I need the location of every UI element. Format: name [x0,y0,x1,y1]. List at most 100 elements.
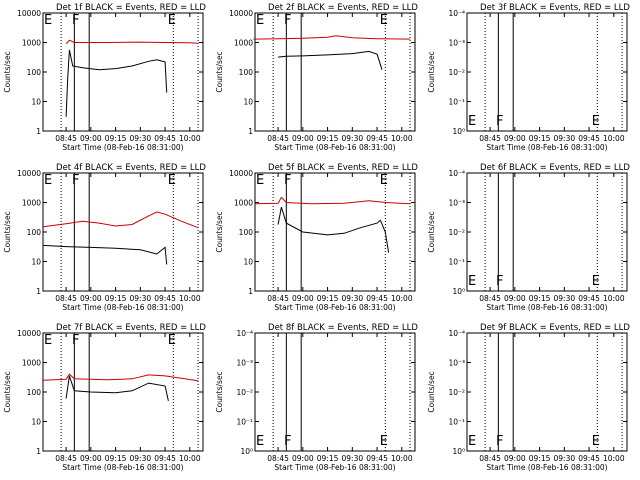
x-tick-label: 09:45 [154,294,176,303]
event-marker-e: E [468,274,476,289]
x-tick-label: 09:45 [578,134,600,143]
x-tick-label: 08:45 [267,294,289,303]
x-tick-label: 10:00 [603,454,625,463]
y-tick-label: 10000 [229,169,253,178]
y-tick-label: 1 [248,287,253,296]
x-tick-label: 09:00 [80,294,102,303]
x-axis-label: Start Time (08-Feb-16 08:31:00) [62,303,183,312]
panel-title: Det 8f BLACK = Events, RED = LLD [268,323,418,333]
x-axis-label: Start Time (08-Feb-16 08:31:00) [486,303,607,312]
x-tick-label: 09:30 [130,134,152,143]
series-lld [254,196,411,205]
event-marker-e: E [44,13,52,28]
x-tick-label: 09:30 [342,134,364,143]
y-tick-label: 10⁻¹ [448,418,465,427]
y-tick-label: 10000 [17,9,41,18]
y-tick-label: 10⁻² [448,68,465,77]
x-tick-label: 09:30 [130,294,152,303]
plot-frame [254,12,416,132]
y-tick-label: 10 [243,98,253,107]
x-axis-label: Start Time (08-Feb-16 08:31:00) [62,143,183,152]
event-marker-e: E [592,434,600,449]
panel-det-3: Det 3f BLACK = Events, RED = LLD 10⁰ 10⁻¹ 1… [427,3,630,152]
event-marker-e: E [168,173,176,188]
x-tick-label: 10:00 [391,454,413,463]
series-events [42,244,168,265]
y-tick-label: 10 [31,258,41,267]
plot-frame [254,172,416,292]
x-tick-label: 09:30 [130,454,152,463]
event-marker-f: F [496,434,503,449]
y-tick-label: 10⁻² [448,388,465,397]
y-tick-label: 100 [27,68,42,77]
y-tick-label: 10 [243,258,253,267]
x-axis-label: Start Time (08-Feb-16 08:31:00) [274,463,395,472]
x-axis-label: Start Time (08-Feb-16 08:31:00) [486,143,607,152]
x-tick-label: 09:00 [504,294,526,303]
x-tick-label: 09:15 [529,294,551,303]
panel-det-2: Det 2f BLACK = Events, RED = LLD 1 10 100 10… [215,3,418,152]
event-marker-f: F [72,173,79,188]
panel-det-7: Det 7f BLACK = Events, RED = LLD 1 10 100 10… [3,323,206,472]
y-axis-label: Counts/sec [215,211,224,252]
panel-title: Det 3f BLACK = Events, RED = LLD [480,3,630,13]
y-tick-label: 10⁻⁴ [236,329,253,338]
x-tick-label: 09:00 [292,454,314,463]
panel-det-5: Det 5f BLACK = Events, RED = LLD 1 10 100 10… [215,163,418,312]
x-axis-label: Start Time (08-Feb-16 08:31:00) [486,463,607,472]
event-marker-e: E [256,173,264,188]
x-tick-label: 10:00 [391,294,413,303]
x-tick-label: 09:45 [154,454,176,463]
x-tick-label: 10:00 [179,454,201,463]
y-tick-label: 1 [248,127,253,136]
x-tick-label: 09:30 [342,454,364,463]
event-marker-e: E [380,173,388,188]
event-marker-f: F [72,333,79,348]
event-marker-e: E [256,434,264,449]
x-tick-label: 09:30 [554,134,576,143]
x-axis-label: Start Time (08-Feb-16 08:31:00) [274,303,395,312]
x-tick-label: 08:45 [55,134,77,143]
plot-frame [42,12,204,132]
y-tick-label: 10⁰ [240,447,253,456]
panel-det-4: Det 4f BLACK = Events, RED = LLD 1 10 100 10… [3,163,206,312]
y-tick-label: 10 [31,418,41,427]
y-tick-label: 10⁻³ [448,359,465,368]
series-events [278,50,383,70]
x-tick-label: 09:30 [342,294,364,303]
x-tick-label: 10:00 [603,134,625,143]
event-marker-e: E [168,13,176,28]
y-tick-label: 1000 [234,199,253,208]
y-tick-label: 10⁰ [452,287,465,296]
series-events [65,375,169,402]
event-marker-e: E [256,13,264,28]
y-tick-label: 1000 [22,199,41,208]
y-tick-label: 100 [27,228,42,237]
y-axis-label: Counts/sec [215,51,224,92]
plot-frame [466,332,628,452]
series-events [277,206,390,253]
x-tick-label: 09:45 [578,454,600,463]
y-axis-label: Counts/sec [427,371,436,412]
x-tick-label: 09:00 [504,454,526,463]
event-marker-f: F [496,274,503,289]
y-axis-label: Counts/sec [427,211,436,252]
event-marker-e: E [380,434,388,449]
x-tick-label: 10:00 [603,294,625,303]
plot-frame [42,172,204,292]
y-tick-label: 10⁰ [452,447,465,456]
y-tick-label: 10000 [229,9,253,18]
event-marker-e: E [592,274,600,289]
x-tick-label: 09:15 [317,134,339,143]
plot-frame [466,172,628,292]
event-marker-f: F [284,13,291,28]
event-marker-f: F [284,434,291,449]
x-tick-label: 08:45 [267,454,289,463]
y-tick-label: 1000 [234,39,253,48]
x-tick-label: 08:45 [55,454,77,463]
panel-title: Det 6f BLACK = Events, RED = LLD [480,163,630,173]
x-tick-label: 09:45 [366,454,388,463]
x-axis-label: Start Time (08-Feb-16 08:31:00) [62,463,183,472]
x-tick-label: 09:15 [317,294,339,303]
y-tick-label: 100 [239,228,254,237]
